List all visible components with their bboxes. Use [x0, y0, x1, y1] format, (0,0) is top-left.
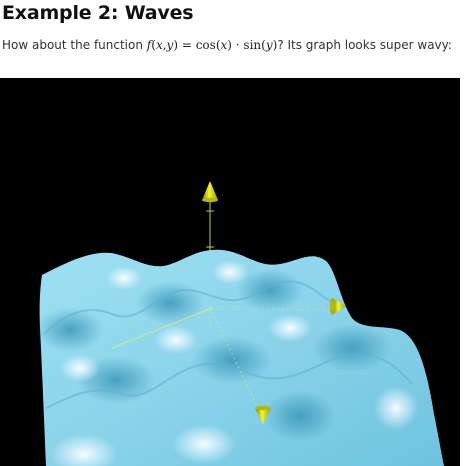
y-axis-line [111, 307, 213, 349]
formula-cos-close: ) [227, 38, 232, 52]
formula-comma: , [162, 38, 167, 52]
crest-highlight-1 [106, 266, 142, 290]
wave-surface [36, 249, 444, 466]
formula-sin-y: y [265, 38, 273, 52]
trough-shade-1 [36, 308, 104, 352]
formula-f: f [146, 38, 152, 52]
page-title: Example 2: Waves [2, 2, 194, 24]
crest-highlight-2 [212, 260, 248, 284]
formula-equals: = [178, 38, 196, 52]
crest-highlight-5 [60, 354, 100, 382]
formula-cos-open: ( [215, 38, 221, 52]
y-axis-arrow-icon [329, 298, 346, 315]
formula-sin: sin [243, 38, 262, 52]
crest-highlight-7 [172, 424, 236, 464]
formula-x: x [155, 38, 163, 52]
formula-cos-x: x [220, 38, 228, 52]
trough-shade-3 [236, 268, 304, 312]
formula-y: y [166, 38, 174, 52]
ridge-line-2 [45, 352, 413, 409]
ridge-line-1 [43, 280, 339, 335]
trough-shade-7 [264, 390, 336, 442]
formula-sin-close: ) [272, 38, 278, 52]
trough-shade-2 [136, 281, 204, 325]
trough-shade-6 [312, 324, 392, 372]
formula-dot: · [231, 38, 244, 52]
crest-highlight-3 [154, 326, 198, 354]
intro-text-after: ? Its graph looks super wavy: [277, 38, 452, 52]
x-axis-arrow-icon [255, 405, 271, 424]
crest-highlight-8 [374, 386, 418, 430]
wave-surface-plot[interactable] [0, 78, 460, 466]
intro-paragraph: How about the function f(x,y) = cos(x) ·… [2, 38, 452, 52]
formula-cos: cos [195, 38, 216, 52]
function-formula: f(x,y) = cos(x) · sin(y) [147, 38, 278, 52]
formula-close-paren: ) [173, 38, 179, 52]
crest-highlight-4 [268, 314, 312, 342]
graph-viewer-canvas[interactable] [0, 78, 460, 466]
crest-highlight-6 [50, 434, 118, 466]
formula-sin-open: ( [261, 38, 266, 52]
intro-text-before: How about the function [2, 38, 143, 52]
trough-shade-5 [192, 336, 272, 384]
formula-open-paren: ( [151, 38, 156, 52]
z-axis-arrow-icon [202, 181, 218, 203]
